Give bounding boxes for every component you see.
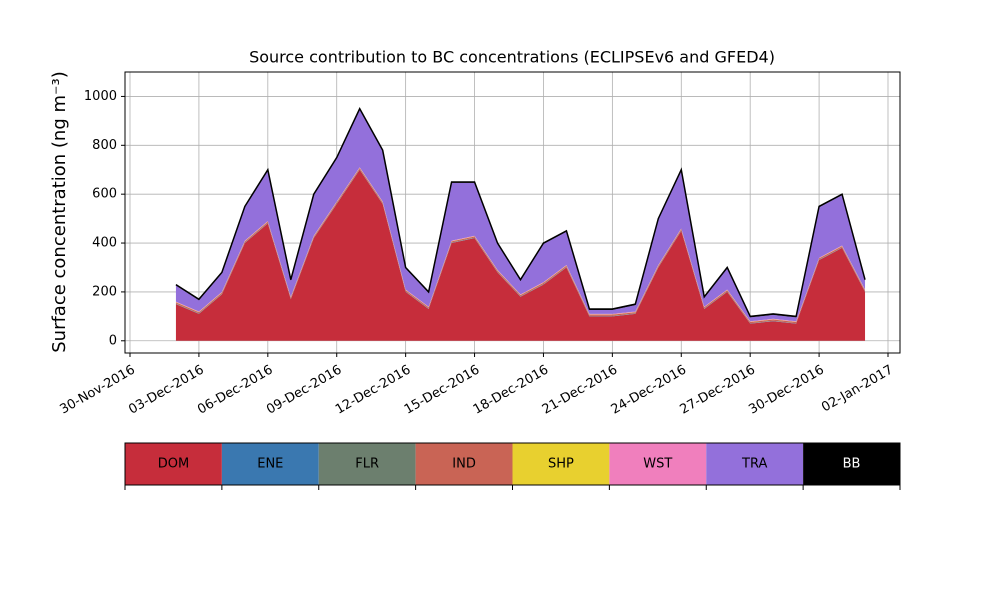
legend-label: SHP (548, 457, 574, 472)
x-tick-label: 24-Dec-2016 (609, 363, 689, 418)
x-tick-label: 12-Dec-2016 (333, 363, 413, 418)
legend-swatch (609, 443, 707, 485)
legend-swatch (415, 443, 513, 485)
x-tick-label: 30-Nov-2016 (57, 363, 137, 418)
area (175, 109, 866, 322)
legend-label: IND (452, 457, 476, 472)
legend-label: ENE (257, 457, 283, 472)
x-tick-label: 30-Dec-2016 (746, 363, 826, 418)
y-tick-label: 800 (92, 138, 117, 153)
x-tick-label: 03-Dec-2016 (126, 363, 206, 418)
legend-label: TRA (741, 457, 767, 472)
legend-label: WST (643, 457, 672, 472)
legend-label: DOM (158, 457, 189, 472)
x-tick-label: 18-Dec-2016 (471, 363, 551, 418)
y-tick-label: 200 (92, 284, 117, 299)
chart-title: Source contribution to BC concentrations… (249, 48, 775, 67)
legend-swatch (221, 443, 319, 485)
x-tick-label: 06-Dec-2016 (195, 363, 275, 418)
legend-swatch (803, 443, 900, 485)
area (175, 169, 866, 341)
x-tick-label: 02-Jan-2017 (819, 363, 896, 416)
x-tick-label: 09-Dec-2016 (264, 363, 344, 418)
legend-label: BB (843, 457, 861, 472)
total-line (175, 107, 866, 318)
legend-swatch (512, 443, 610, 485)
y-tick-label: 400 (92, 236, 117, 251)
y-axis-label: Surface concentration (ng m⁻³) (49, 71, 70, 353)
legend-swatch (706, 443, 804, 485)
legend-swatch (125, 443, 222, 485)
y-tick-label: 0 (109, 333, 117, 348)
y-tick-label: 600 (92, 187, 117, 202)
legend-swatch (318, 443, 416, 485)
legend-label: FLR (355, 457, 379, 472)
y-tick-label: 1000 (84, 89, 117, 104)
x-tick-label: 21-Dec-2016 (540, 363, 620, 418)
legend-frame (124, 442, 901, 486)
x-tick-label: 15-Dec-2016 (402, 363, 482, 418)
x-tick-label: 27-Dec-2016 (678, 363, 758, 418)
plot-frame (124, 71, 901, 354)
